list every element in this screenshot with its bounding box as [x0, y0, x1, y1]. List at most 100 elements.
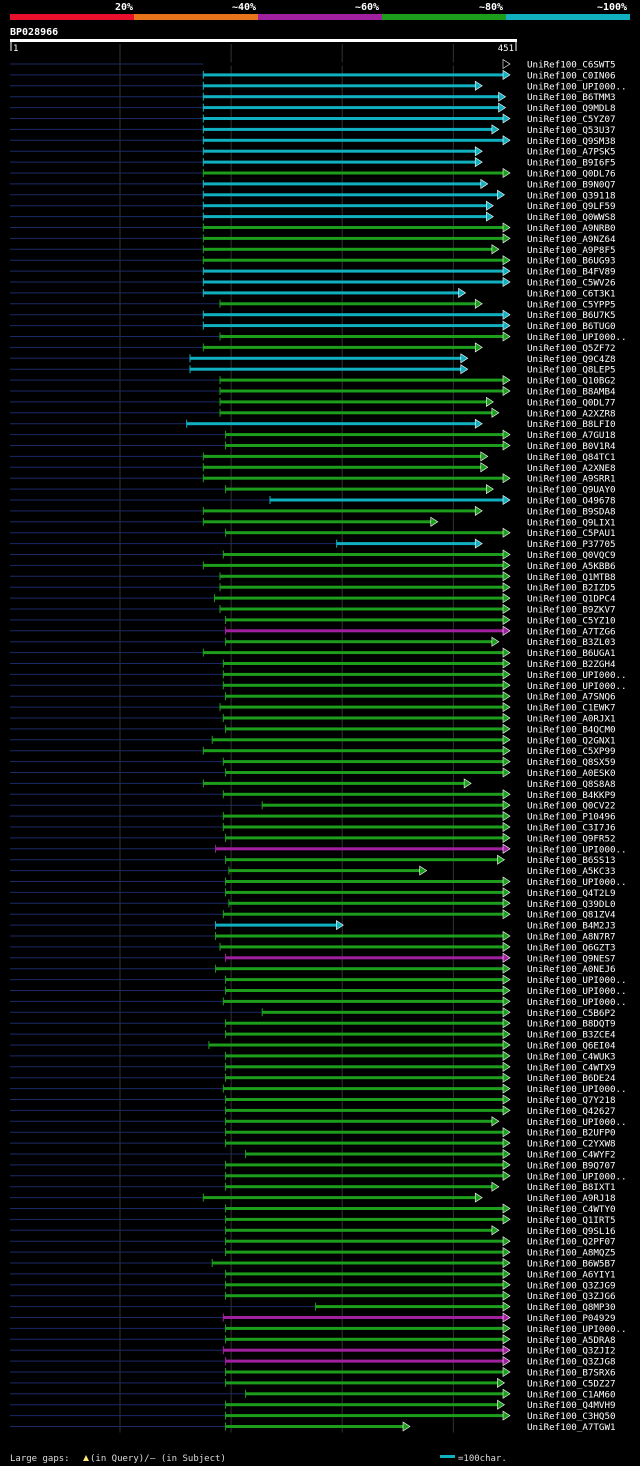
hit-label: UniRef100_P37705	[527, 539, 616, 550]
hit-bar	[225, 531, 505, 535]
hit-label: UniRef100_Q0DL76	[527, 169, 616, 180]
hit-end-arrow	[502, 647, 511, 658]
hit-bar	[225, 1065, 505, 1069]
hit-end-arrow	[502, 767, 511, 778]
hit-label: UniRef100_C2YXW8	[527, 1139, 616, 1150]
hit-row: UniRef100_C4WTY0	[10, 1203, 616, 1215]
hit-bar	[225, 1250, 505, 1254]
hit-label: UniRef100_B6UG93	[527, 256, 616, 267]
hit-label: UniRef100_B3ZL03	[527, 637, 616, 648]
hit-row: UniRef100_Q9SL16	[10, 1225, 616, 1237]
hit-row: UniRef100_Q9UAY0	[10, 484, 616, 496]
hit-bar	[220, 411, 493, 415]
hit-end-arrow	[502, 930, 511, 942]
hit-bar	[225, 1119, 493, 1123]
hit-label: UniRef100_A6YIY1	[527, 1269, 616, 1280]
hit-row: UniRef100_B6UGA1	[10, 647, 616, 659]
hit-bar	[203, 291, 460, 295]
hit-end-arrow	[502, 1214, 511, 1225]
hit-row: UniRef100_Q6EI04	[10, 1039, 616, 1052]
hit-label: UniRef100_A7TZG6	[527, 626, 616, 637]
hit-row: UniRef100_B7SRX6	[10, 1366, 616, 1379]
hit-row: UniRef100_A5DRA8	[10, 1334, 616, 1346]
hit-label: UniRef100_A9NRB0	[527, 223, 616, 234]
hit-bar	[203, 84, 477, 88]
hit-row: UniRef100_Q5ZF72	[10, 342, 616, 354]
hit-label: UniRef100_C6T3K1	[527, 288, 616, 299]
hit-bar	[262, 1010, 504, 1014]
hit-label: UniRef100_Q3ZJG6	[527, 1291, 616, 1302]
hit-bar	[225, 1381, 499, 1385]
hit-bar	[220, 389, 504, 393]
hit-bar	[203, 160, 477, 164]
hit-row: UniRef100_B8DQT9	[10, 1018, 616, 1030]
hit-bar	[225, 1359, 505, 1363]
hit-label: UniRef100_A9P8F5	[527, 245, 616, 256]
hit-label: UniRef100_B4M2J3	[527, 921, 616, 932]
hit-row: UniRef100_C4WTX9	[10, 1061, 616, 1073]
hit-row: UniRef100_B3ZCE4	[10, 1029, 616, 1041]
hit-row: UniRef100_A7TGW1	[10, 1421, 616, 1433]
hit-row: UniRef100_Q0WWS8	[10, 211, 616, 223]
hit-end-arrow	[502, 582, 511, 593]
hit-label: UniRef100_Q1IRT5	[527, 1215, 616, 1226]
hit-row: UniRef100_B6TUG0	[10, 320, 616, 332]
hit-bar	[225, 727, 505, 731]
hit-row: UniRef100_B6U7K5	[10, 309, 616, 321]
hit-end-arrow	[502, 1127, 511, 1138]
hit-bar	[203, 193, 499, 197]
hit-row: UniRef100_Q4MVH9	[10, 1399, 616, 1411]
hit-row: UniRef100_Q9FR52	[10, 832, 616, 844]
hit-end-arrow	[502, 811, 511, 822]
hit-bar	[225, 1239, 505, 1243]
hit-bar	[223, 999, 505, 1003]
hit-end-arrow	[502, 702, 511, 713]
hit-end-arrow	[502, 1366, 511, 1378]
hit-label: UniRef100_A7GU18	[527, 430, 616, 441]
hit-row: UniRef100_UPI000..	[10, 669, 627, 681]
hit-row: UniRef100_Q39118	[10, 189, 616, 201]
hit-bar	[203, 149, 477, 153]
hit-end-arrow	[491, 244, 500, 255]
hit-bar	[208, 1043, 504, 1047]
hit-bar	[225, 487, 488, 491]
hit-row: UniRef100_UPI000..	[10, 1083, 627, 1095]
hit-label: UniRef100_C4WYF2	[527, 1150, 616, 1161]
hit-end-arrow	[502, 309, 511, 320]
hit-bar	[203, 215, 488, 219]
hit-end-arrow	[502, 1072, 511, 1083]
hit-row: UniRef100_UPI000..	[10, 331, 627, 343]
hit-label: UniRef100_C3I7J6	[527, 823, 616, 834]
hit-row: UniRef100_Q3ZJI2	[10, 1345, 616, 1357]
hit-row: UniRef100_Q9LIX1	[10, 516, 616, 528]
hit-row: UniRef100_Q7Y218	[10, 1094, 616, 1106]
hit-label: UniRef100_B6UGA1	[527, 648, 616, 659]
hit-row: UniRef100_C0IN06	[10, 69, 616, 81]
hit-row: UniRef100_A0RJX1	[10, 712, 616, 725]
hit-row: UniRef100_UPI000..	[10, 1116, 627, 1128]
hit-row: UniRef100_A0ESK0	[10, 767, 616, 779]
hit-label: UniRef100_B4QCM0	[527, 724, 616, 735]
hit-row: UniRef100_Q8MP30	[10, 1301, 616, 1313]
scale-bar-label: =100char.	[458, 1454, 507, 1464]
hit-bar	[203, 1196, 477, 1200]
hit-row: UniRef100_B3ZL03	[10, 636, 616, 648]
hit-bar	[220, 302, 477, 306]
hit-row: UniRef100_C1EWK7	[10, 702, 616, 714]
hit-label: UniRef100_UPI000..	[527, 997, 627, 1008]
hit-end-arrow	[474, 80, 483, 91]
hit-end-arrow	[502, 320, 511, 331]
hit-bar	[215, 967, 505, 971]
hit-end-arrow	[460, 364, 469, 375]
hit-label: UniRef100_C5PAU1	[527, 528, 616, 539]
hit-bar	[225, 1185, 493, 1189]
hit-label: UniRef100_C6SWT5	[527, 60, 616, 71]
hit-end-arrow	[502, 843, 511, 854]
hit-row: UniRef100_C3HQ50	[10, 1410, 616, 1422]
hit-end-arrow	[491, 1225, 500, 1236]
hit-row: UniRef100_B6SS13	[10, 854, 616, 866]
hit-bar	[203, 269, 505, 273]
hit-end-arrow	[502, 1345, 511, 1356]
hit-label: UniRef100_C5YZ07	[527, 114, 616, 125]
